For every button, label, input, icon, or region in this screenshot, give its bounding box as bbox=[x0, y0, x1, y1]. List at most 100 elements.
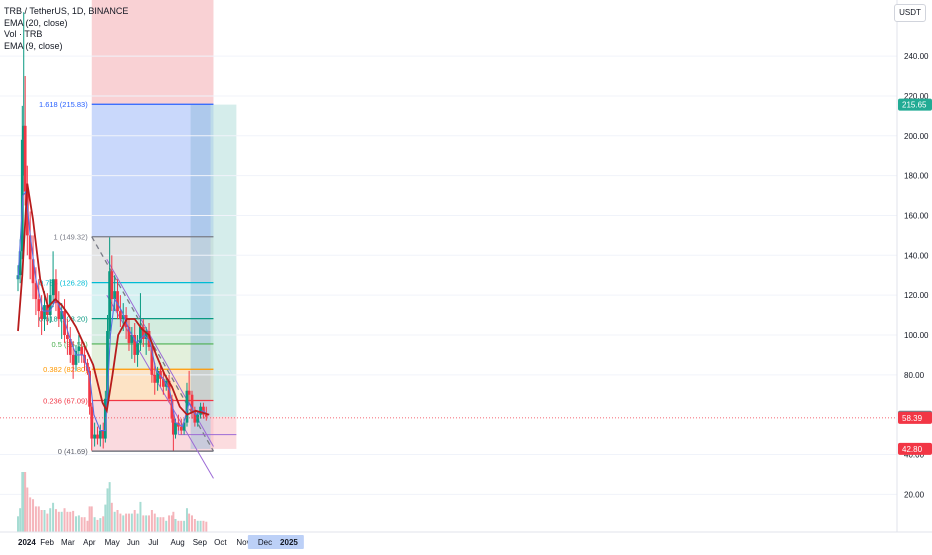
volume-bar bbox=[72, 510, 75, 532]
volume-bar bbox=[193, 519, 196, 532]
candle-body bbox=[196, 414, 200, 423]
candle-body bbox=[150, 346, 154, 375]
volume-bar bbox=[125, 513, 128, 532]
volume-bars bbox=[17, 472, 208, 532]
price-tick-label: 220.00 bbox=[904, 92, 929, 101]
candle-body bbox=[71, 354, 75, 365]
legend-volume: Vol · TRB bbox=[4, 29, 43, 39]
candle-body bbox=[25, 191, 29, 236]
long-entry-band bbox=[190, 104, 211, 449]
candle-body bbox=[51, 279, 55, 296]
volume-bar bbox=[183, 520, 186, 532]
candle-body bbox=[187, 390, 191, 395]
candle-body bbox=[153, 374, 157, 383]
price-tick-label: 180.00 bbox=[904, 172, 929, 181]
volume-bar bbox=[96, 519, 99, 532]
candle-body bbox=[171, 418, 175, 435]
volume-bar bbox=[110, 502, 113, 532]
candle-body bbox=[108, 271, 112, 331]
candle-body bbox=[110, 271, 114, 300]
volume-bar bbox=[168, 515, 171, 532]
candle-body bbox=[179, 426, 183, 431]
time-tick-label: Oct bbox=[214, 538, 227, 547]
volume-bar bbox=[43, 510, 46, 532]
volume-bar bbox=[63, 508, 66, 532]
volume-bar bbox=[122, 515, 125, 532]
candle-body bbox=[63, 311, 66, 335]
candle-body bbox=[199, 406, 202, 415]
candle-body bbox=[45, 305, 49, 316]
volume-bar bbox=[57, 511, 60, 532]
volume-bar bbox=[106, 488, 109, 532]
price-tick-label: 140.00 bbox=[904, 251, 929, 260]
volume-bar bbox=[136, 513, 139, 532]
volume-bar bbox=[22, 472, 25, 532]
candle-body bbox=[60, 311, 64, 320]
volume-bar bbox=[113, 511, 116, 532]
candle-body bbox=[93, 434, 97, 439]
time-tick-label: Feb bbox=[40, 538, 54, 547]
price-tick-label: 100.00 bbox=[904, 331, 929, 340]
candle-body bbox=[23, 125, 27, 192]
price-label-text: 58.39 bbox=[902, 414, 923, 423]
candle-body bbox=[54, 279, 58, 304]
candle-body bbox=[193, 410, 197, 423]
time-tick-label: Apr bbox=[83, 538, 96, 547]
time-tick-label: Nov bbox=[236, 538, 250, 547]
volume-bar bbox=[159, 517, 162, 532]
ema-fast-line bbox=[17, 190, 209, 432]
candle-body bbox=[18, 251, 22, 276]
candle-body bbox=[43, 305, 46, 320]
price-tick-label: 20.00 bbox=[904, 490, 925, 499]
candle-body bbox=[116, 291, 119, 312]
volume-bar bbox=[145, 515, 148, 532]
volume-bar bbox=[156, 517, 159, 532]
candle-body bbox=[170, 398, 174, 419]
candle-body bbox=[88, 370, 91, 407]
volume-bar bbox=[52, 502, 55, 532]
candle-body bbox=[118, 311, 122, 320]
volume-bar bbox=[90, 506, 93, 532]
volume-bar bbox=[102, 516, 105, 532]
price-label-text: 42.80 bbox=[902, 445, 923, 454]
volume-bar bbox=[199, 520, 202, 532]
volume-bar bbox=[66, 511, 69, 532]
fib-extension-zone bbox=[91, 0, 214, 105]
candle-body bbox=[28, 235, 32, 260]
candle-body bbox=[57, 303, 61, 320]
candle-body bbox=[103, 398, 107, 439]
candles bbox=[16, 12, 208, 451]
time-tick-label: Mar bbox=[61, 538, 75, 547]
volume-bar bbox=[180, 520, 183, 532]
volume-bar bbox=[196, 520, 199, 532]
candle-body bbox=[77, 346, 81, 351]
currency-button[interactable]: USDT bbox=[894, 4, 926, 22]
volume-bar bbox=[148, 515, 151, 532]
volume-bar bbox=[29, 497, 32, 532]
volume-bar bbox=[37, 506, 40, 532]
candle-body bbox=[204, 414, 208, 417]
candle-body bbox=[66, 334, 69, 339]
volume-bar bbox=[170, 515, 173, 532]
candle-body bbox=[156, 370, 160, 383]
legend-ema20: EMA (20, close) bbox=[4, 17, 68, 28]
candle-body bbox=[34, 283, 38, 300]
candle-body bbox=[98, 430, 102, 439]
volume-bar bbox=[83, 517, 86, 532]
time-tick-label: 2024 bbox=[18, 538, 36, 547]
candle-body bbox=[80, 346, 84, 355]
price-tick-label: 160.00 bbox=[904, 211, 929, 220]
volume-bar bbox=[21, 472, 24, 532]
long-profit-zone bbox=[210, 104, 237, 417]
volume-bar bbox=[26, 487, 29, 532]
time-tick-label: Aug bbox=[171, 538, 185, 547]
fib-level-label: 0.382 (82.80) bbox=[43, 365, 88, 374]
volume-bar bbox=[190, 515, 193, 532]
candle-body bbox=[127, 327, 131, 343]
volume-bar bbox=[130, 513, 133, 532]
candle-body bbox=[190, 394, 194, 411]
volume-bar bbox=[202, 520, 205, 532]
volume-bar bbox=[77, 515, 80, 532]
